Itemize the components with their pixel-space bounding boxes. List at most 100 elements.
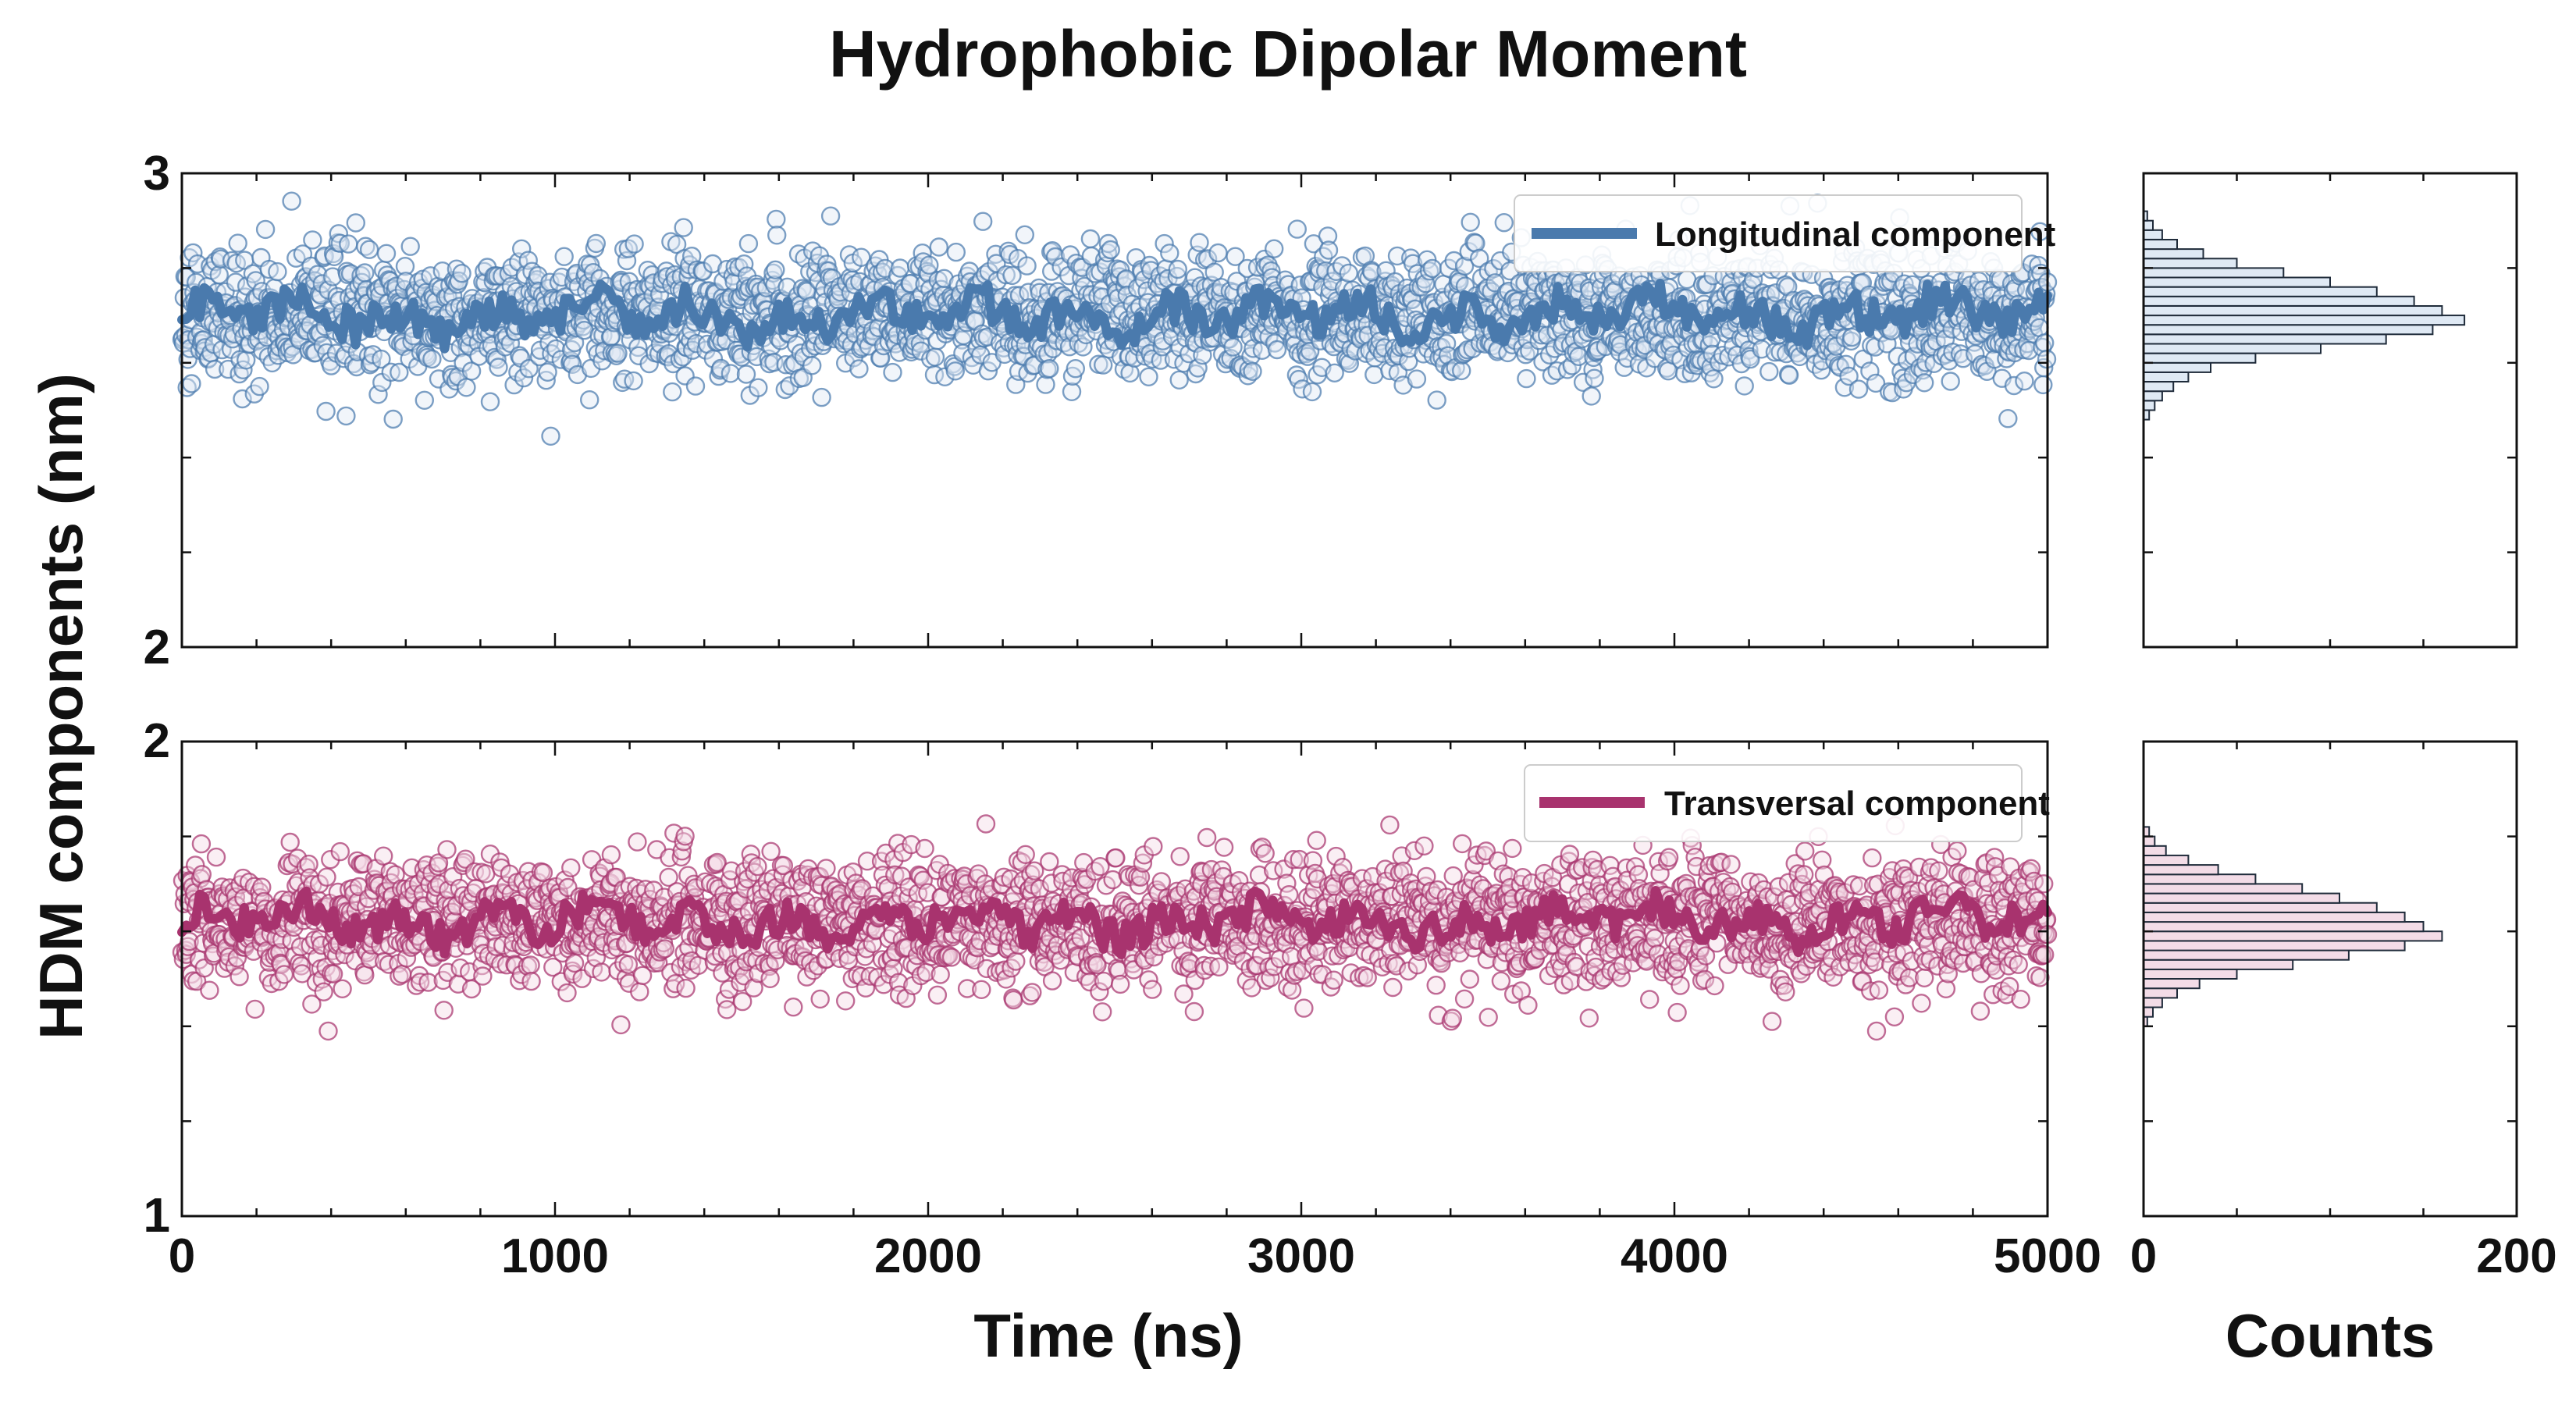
scatter-point — [580, 390, 600, 410]
scatter-point — [226, 272, 246, 292]
scatter-point — [359, 240, 379, 259]
histogram-bar — [2143, 381, 2175, 393]
scatter-point — [675, 827, 695, 846]
scatter-point — [480, 392, 500, 411]
scatter-point — [1364, 365, 1384, 385]
scatter-point — [2034, 333, 2055, 353]
scatter-point — [521, 955, 540, 975]
longitudinal-histogram-panel — [2142, 172, 2518, 649]
scatter-point — [422, 349, 442, 369]
scatter-point — [1639, 990, 1660, 1009]
scatter-point — [1582, 386, 1601, 406]
scatter-point — [1169, 370, 1189, 389]
scatter-point — [766, 260, 785, 279]
scatter-point — [784, 997, 803, 1017]
scatter-point — [1243, 361, 1262, 381]
scatter-point — [925, 347, 945, 367]
scatter-point — [561, 858, 581, 878]
longitudinal-histogram-frame — [2142, 172, 2518, 649]
scatter-point — [1585, 368, 1604, 388]
scatter-point — [927, 985, 948, 1005]
y-axis-label: HDM components (nm) — [27, 373, 95, 1040]
scatter-point — [564, 953, 585, 973]
scatter-point — [1170, 847, 1190, 866]
scatter-point — [1016, 845, 1035, 865]
scatter-point — [1015, 225, 1035, 244]
transversal-scatter-panel: Transversal component 2 1 0 1000 2000 30… — [144, 714, 2101, 1283]
scatter-point — [1517, 368, 1536, 389]
longitudinal-scatter-panel: Longitudinal component 3 2 — [144, 147, 2058, 674]
scatter-point — [1667, 1002, 1687, 1023]
scatter-point — [383, 409, 403, 429]
scatter-point — [282, 191, 301, 211]
longitudinal-histogram-ticks — [2142, 172, 2518, 649]
scatter-point — [1929, 861, 1948, 880]
longitudinal-legend: Longitudinal component — [1514, 194, 2056, 272]
scatter-point — [392, 964, 412, 984]
scatter-point — [976, 814, 996, 834]
scatter-point — [1670, 976, 1690, 995]
scatter-point — [1762, 1012, 1782, 1031]
scatter-point — [767, 209, 786, 229]
scatter-point — [229, 966, 249, 987]
scatter-point — [372, 349, 391, 369]
scatter-point — [973, 212, 993, 231]
scatter-point — [473, 966, 493, 986]
scatter-point — [1110, 974, 1130, 994]
scatter-point — [1101, 240, 1120, 260]
scatter-point — [521, 971, 541, 991]
scatter-point — [674, 218, 693, 237]
scatter-point — [1779, 365, 1799, 385]
scatter-point — [624, 234, 644, 254]
scatter-point — [1092, 1002, 1112, 1022]
scatter-point — [538, 362, 557, 382]
scatter-point — [817, 859, 836, 878]
histogram-bar — [2143, 361, 2211, 373]
scatter-point — [929, 237, 949, 257]
scatter-point — [1139, 367, 1158, 386]
scatter-point — [1866, 1021, 1887, 1041]
scatter-point — [1863, 848, 1882, 868]
scatter-point — [376, 244, 397, 263]
histogram-bar — [2143, 400, 2156, 411]
scatter-point — [355, 965, 375, 985]
scatter-point — [1004, 990, 1023, 1010]
histogram-bar — [2143, 239, 2178, 251]
scatter-point — [1451, 361, 1471, 381]
scatter-point — [890, 258, 910, 278]
longitudinal-y-tick-bottom: 2 — [144, 621, 170, 674]
scatter-point — [1776, 982, 1795, 1002]
histogram-bar — [2143, 229, 2163, 240]
scatter-point — [1339, 263, 1359, 283]
scatter-point — [748, 856, 767, 877]
scatter-point — [618, 955, 639, 975]
scatter-point — [1427, 390, 1446, 410]
scatter-point — [1460, 969, 1480, 989]
scatter-point — [2015, 372, 2034, 391]
scatter-point — [1040, 359, 1059, 379]
scatter-point — [316, 401, 336, 422]
scatter-point — [255, 219, 276, 240]
scatter-point — [767, 226, 787, 245]
longitudinal-histogram-bars — [2143, 210, 2466, 421]
scatter-point — [1426, 975, 1446, 995]
longitudinal-y-tick-top: 3 — [144, 147, 170, 201]
histogram-bar — [2143, 352, 2257, 364]
scatter-point — [1002, 265, 1022, 286]
scatter-point — [1912, 994, 1931, 1013]
scatter-point — [810, 989, 830, 1009]
histogram-bar — [2143, 371, 2190, 382]
scatter-point — [1302, 382, 1322, 402]
scatter-point — [1503, 838, 1522, 859]
scatter-point — [374, 846, 393, 866]
scatter-point — [1144, 837, 1163, 856]
scatter-point — [1267, 340, 1287, 360]
scatter-point — [624, 371, 643, 391]
scatter-point — [1884, 1007, 1905, 1027]
scatter-point — [586, 233, 606, 254]
scatter-point — [1294, 998, 1314, 1018]
scatter-point — [554, 247, 574, 266]
scatter-point — [941, 948, 962, 967]
scatter-point — [630, 982, 649, 1001]
